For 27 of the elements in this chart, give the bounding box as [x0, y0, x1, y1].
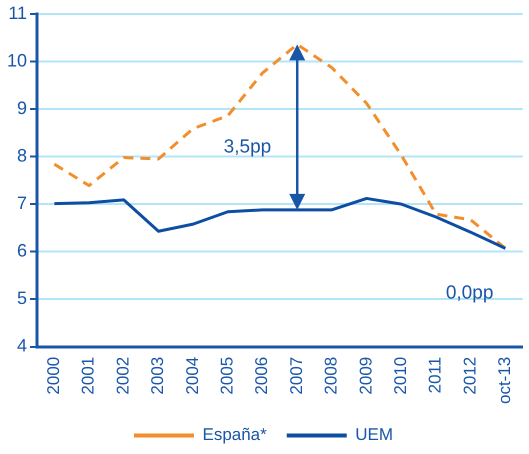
annotation: 0,0pp [446, 282, 494, 304]
x-tick-label: 2002 [113, 356, 132, 395]
y-tick-label: 4 [17, 336, 28, 356]
x-tick-label: 2006 [252, 356, 272, 395]
x-tick-label: 2010 [390, 356, 410, 395]
y-tick-label: 5 [17, 288, 28, 308]
x-tick-label: 2005 [218, 356, 237, 395]
x-tick-label: 2012 [460, 356, 480, 395]
annotation: 3,5pp [224, 136, 272, 158]
legend-label: UEM [355, 425, 394, 444]
line-series [52, 42, 507, 250]
y-tick-label: 7 [17, 193, 28, 214]
x-tick-label: 2008 [322, 356, 341, 395]
y-tick-label: 8 [17, 146, 28, 166]
x-tick-label: 2009 [356, 356, 376, 395]
x-tick-label: 2007 [286, 356, 306, 395]
x-tick-label: oct-13 [495, 356, 514, 404]
x-tick-label: 2001 [78, 356, 98, 395]
x-tick-label: 2004 [182, 356, 202, 395]
x-tick-label: 2000 [44, 356, 64, 395]
y-tick-label: 9 [17, 98, 28, 118]
y-tick-label: 6 [17, 240, 28, 261]
legend-label: España* [202, 425, 268, 444]
x-tick-label: 2011 [426, 356, 445, 394]
x-tick-label: 2003 [148, 356, 168, 395]
y-tick-label: 10 [6, 50, 28, 71]
y-tick-label: 11 [8, 2, 28, 23]
